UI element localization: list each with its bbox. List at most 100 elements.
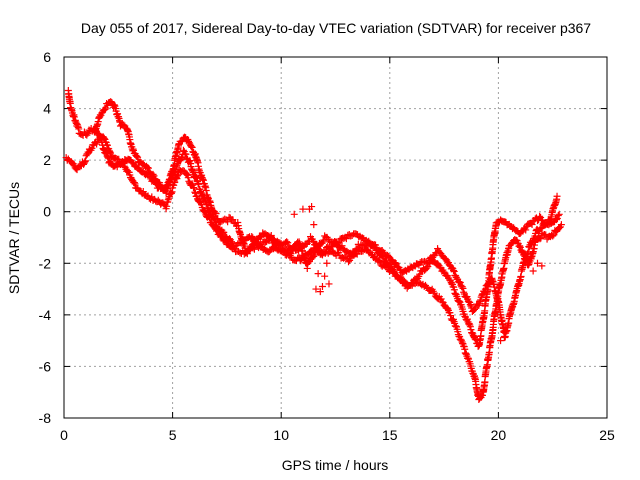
data-point (303, 264, 311, 272)
data-point (392, 259, 400, 267)
data-point (82, 157, 90, 165)
x-tick-label: 5 (169, 427, 177, 443)
data-point (144, 164, 152, 172)
data-point (81, 158, 89, 166)
data-point (131, 180, 139, 188)
data-point (423, 264, 431, 272)
data-point (287, 250, 295, 258)
data-point (318, 282, 326, 290)
data-point (182, 170, 190, 178)
data-point (134, 153, 142, 161)
data-point (130, 179, 138, 187)
data-point (119, 158, 127, 166)
data-point (529, 267, 537, 275)
data-point (304, 259, 312, 267)
data-point (310, 252, 318, 260)
data-point (119, 159, 127, 167)
data-point (110, 101, 118, 109)
data-point (222, 237, 230, 245)
y-tick-label: -6 (39, 358, 52, 374)
y-tick-label: 2 (43, 152, 51, 168)
data-point (149, 170, 157, 178)
data-point (372, 241, 380, 249)
data-point (478, 391, 486, 399)
data-point (553, 192, 561, 200)
data-point (323, 259, 331, 267)
data-point (120, 162, 128, 170)
x-tick-label: 15 (382, 427, 398, 443)
data-point (184, 174, 192, 182)
data-point (553, 214, 561, 222)
data-point (312, 285, 320, 293)
data-point (211, 209, 219, 217)
data-point (552, 216, 560, 224)
axis-ticks (63, 56, 608, 419)
data-point (319, 238, 327, 246)
data-point (213, 226, 221, 234)
data-point (516, 242, 524, 250)
data-point (130, 146, 138, 154)
x-tick-labels: 0 5 10 15 20 25 (60, 427, 615, 443)
data-point (101, 105, 109, 113)
data-point (447, 312, 455, 320)
data-point (497, 337, 505, 345)
data-point (133, 152, 141, 160)
data-point (198, 190, 206, 198)
data-point (554, 211, 562, 219)
data-point (188, 143, 196, 151)
y-tick-label: -4 (39, 307, 52, 323)
data-point (379, 248, 387, 256)
data-point (103, 141, 111, 149)
data-point (338, 242, 346, 250)
data-point (187, 143, 195, 151)
data-point (444, 305, 452, 313)
data-point (139, 188, 147, 196)
data-point (557, 221, 565, 229)
data-point (188, 180, 196, 188)
data-point (391, 259, 399, 267)
x-tick-label: 0 (60, 427, 68, 443)
data-point (447, 277, 455, 285)
data-point (346, 256, 354, 264)
data-point (522, 226, 530, 234)
data-point (533, 259, 541, 267)
data-point (537, 225, 545, 233)
data-point (220, 228, 228, 236)
data-point (450, 267, 458, 275)
data-point (229, 243, 237, 251)
data-point (183, 171, 191, 179)
data-point (310, 221, 318, 229)
data-point (297, 257, 305, 265)
data-point (299, 205, 307, 213)
data-point (100, 135, 108, 143)
data-point (283, 238, 291, 246)
data-point (321, 272, 329, 280)
data-point (258, 242, 266, 250)
data-point (177, 138, 185, 146)
data-point (248, 232, 256, 240)
y-tick-label: -2 (39, 255, 52, 271)
data-point (200, 207, 208, 215)
data-point (501, 326, 509, 334)
data-point (389, 267, 397, 275)
data-point (229, 216, 237, 224)
data-point (106, 148, 114, 156)
data-point (543, 220, 551, 228)
y-tick-label: 0 (43, 204, 51, 220)
plot-frame (63, 56, 608, 419)
data-point (459, 284, 467, 292)
y-tick-labels: -8 -6 -4 -2 0 2 4 6 (39, 49, 52, 426)
data-point (100, 134, 108, 142)
y-tick-label: 6 (43, 49, 51, 65)
data-point (483, 281, 491, 289)
data-point (311, 248, 319, 256)
data-point (481, 285, 489, 293)
data-point (440, 268, 448, 276)
data-point (345, 258, 353, 266)
data-point (316, 288, 324, 296)
data-point (212, 210, 220, 218)
data-point (276, 242, 284, 250)
data-point (536, 235, 544, 243)
data-point (538, 262, 546, 270)
